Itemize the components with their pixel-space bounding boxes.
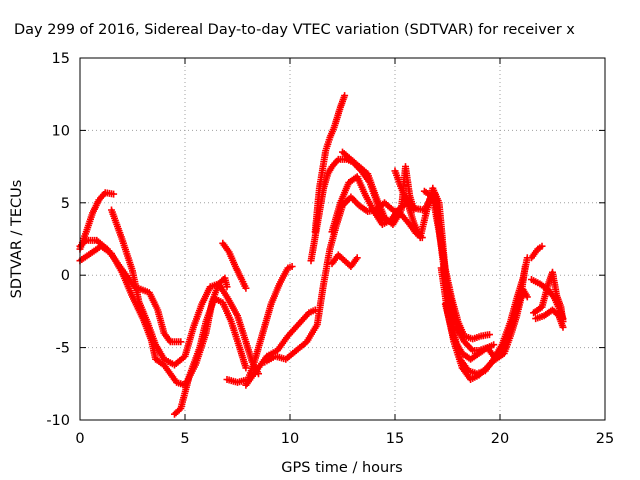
- x-tick-label: 0: [75, 431, 84, 447]
- x-tick-label: 25: [596, 431, 614, 447]
- series-markers: [530, 268, 567, 325]
- chart-title: Day 299 of 2016, Sidereal Day-to-day VTE…: [14, 22, 575, 38]
- series-markers: [311, 92, 349, 236]
- y-tick-label: -10: [46, 413, 70, 429]
- series-markers: [532, 306, 567, 331]
- series-markers: [528, 242, 546, 262]
- x-axis-label: GPS time / hours: [281, 460, 402, 476]
- series-pass-5: [171, 294, 250, 418]
- y-tick-label: 5: [61, 196, 70, 212]
- x-tick-label: 15: [386, 431, 404, 447]
- axes: 0 5 10 15 20 25 -10 -5 0 5 10 15: [46, 51, 614, 447]
- data-series: [76, 92, 567, 418]
- x-tick-label: 20: [491, 431, 509, 447]
- series-pass-19: [441, 286, 531, 363]
- series-markers: [441, 286, 531, 363]
- series-pass-8: [242, 306, 319, 389]
- series-markers: [242, 306, 319, 389]
- plot-frame: [79, 57, 606, 421]
- series-markers: [219, 239, 250, 292]
- series-pass-20: [528, 242, 546, 262]
- series-markers: [328, 251, 361, 270]
- x-tick-label: 5: [180, 431, 189, 447]
- series-markers: [223, 263, 296, 386]
- series-pass-22: [530, 268, 567, 325]
- series-pass-4: [108, 206, 262, 378]
- series-markers: [171, 294, 250, 418]
- grid: [80, 58, 605, 420]
- y-axis-label: SDTVAR / TECUs: [9, 180, 25, 299]
- x-tick-label: 10: [281, 431, 299, 447]
- y-tick-label: 0: [61, 268, 70, 284]
- y-tick-label: -5: [56, 341, 70, 357]
- series-pass-16: [420, 187, 493, 343]
- series-pass-6: [219, 239, 250, 292]
- series-pass-7: [223, 263, 296, 386]
- y-tick-label: 10: [52, 123, 70, 139]
- series-markers: [420, 187, 493, 343]
- series-markers: [108, 206, 262, 378]
- series-pass-11: [311, 92, 349, 236]
- series-pass-23: [532, 306, 567, 331]
- y-tick-label: 15: [52, 51, 70, 67]
- series-pass-12: [328, 251, 361, 270]
